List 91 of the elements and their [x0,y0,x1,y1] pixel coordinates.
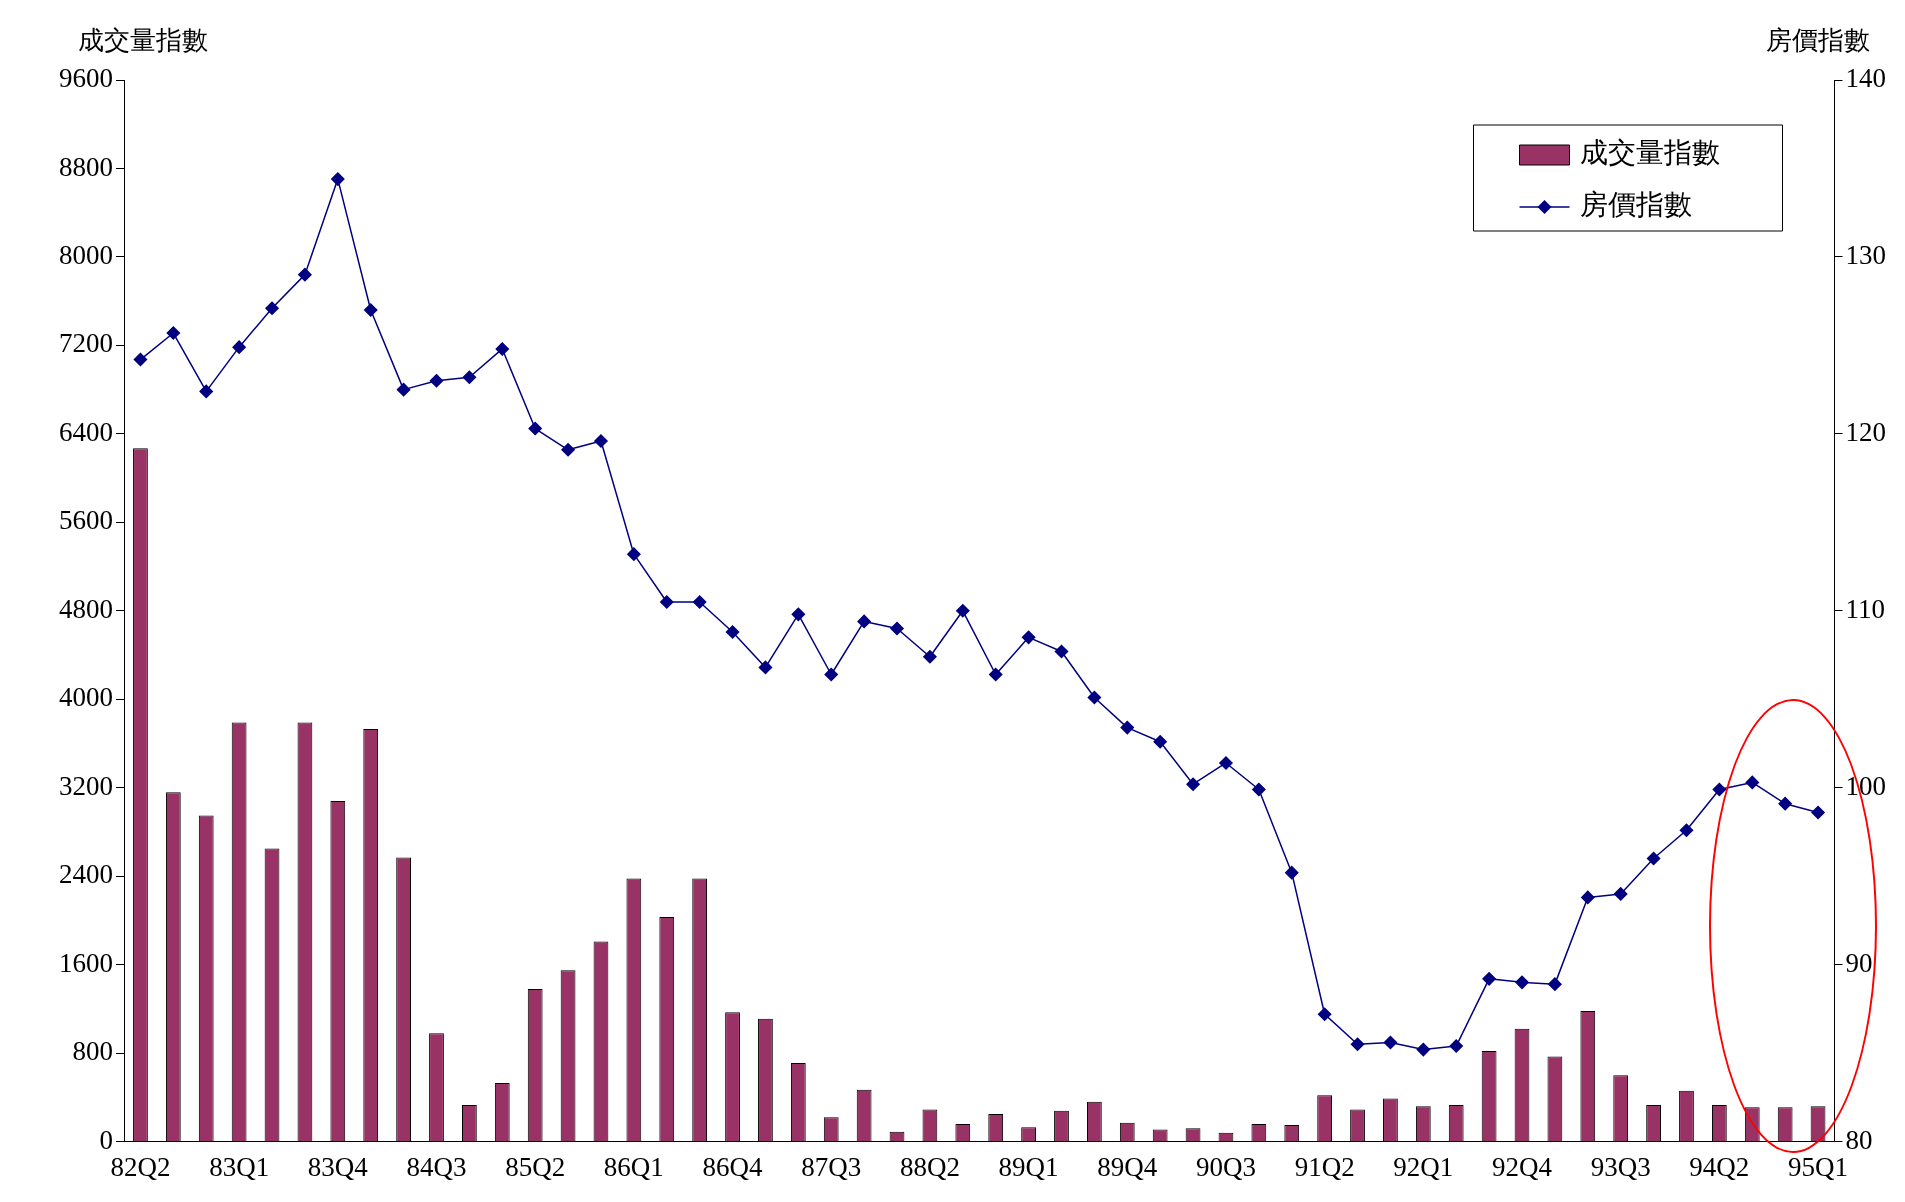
point [1120,720,1135,735]
point [758,660,773,675]
y2-tick-label: 90 [1845,947,1873,978]
point [1219,756,1233,770]
point [857,614,871,629]
y-axis-title: 成交量指數 [78,24,208,55]
point [1317,1007,1332,1021]
x-tick-label: 87Q3 [801,1151,862,1182]
point [1679,823,1694,837]
x-tick-label: 88Q2 [899,1151,960,1182]
point [1482,972,1496,986]
x-tick-label: 83Q1 [209,1151,270,1182]
y2-tick-label: 130 [1845,240,1886,271]
point [331,172,345,186]
y2-axis-title: 房價指數 [1766,24,1870,55]
point [1515,975,1529,990]
y2-tick-label: 110 [1845,593,1885,624]
point [1021,630,1036,645]
point [791,607,806,622]
y-tick-label: 5600 [59,505,113,536]
point [1350,1037,1365,1052]
point [988,667,1003,682]
point [956,604,970,618]
y-tick-label: 0 [99,1124,113,1155]
x-tick-label: 86Q1 [603,1151,664,1182]
x-tick-label: 89Q1 [998,1151,1059,1182]
point [725,625,740,639]
point [1186,777,1200,791]
point [1581,890,1595,905]
x-tick-label: 82Q2 [110,1151,171,1182]
point [462,370,477,384]
point [594,434,608,448]
legend-label: 成交量指數 [1579,136,1720,170]
x-tick-label: 94Q2 [1689,1151,1750,1182]
y-tick-label: 2400 [59,859,113,890]
point [265,301,279,315]
x-tick-label: 93Q3 [1590,1151,1651,1182]
point [495,342,510,356]
y-tick-label: 800 [72,1036,113,1067]
point [824,667,838,682]
point [1712,782,1727,797]
x-tick-label: 89Q4 [1097,1151,1158,1182]
point [561,443,575,457]
point [199,384,213,399]
point [1449,1039,1463,1053]
point [528,421,542,436]
x-tick-label: 85Q2 [505,1151,566,1182]
point [1284,865,1299,880]
point [1153,734,1167,749]
y2-tick-label: 140 [1845,63,1886,94]
y-tick-label: 4800 [59,593,113,624]
point [692,595,707,609]
point [133,352,148,367]
point [232,340,246,354]
point [1416,1042,1431,1057]
y-tick-label: 6400 [59,416,113,447]
y-tick-label: 1600 [59,947,113,978]
legend-label: 房價指數 [1579,188,1692,222]
x-tick-label: 90Q3 [1195,1151,1256,1182]
point [1745,775,1760,790]
point [890,621,904,636]
y-tick-label: 8000 [59,240,113,271]
point [1252,782,1266,797]
point [1811,805,1825,820]
point [298,267,312,282]
y-tick-label: 9600 [59,63,113,94]
point [1383,1035,1398,1050]
y-tick-label: 8800 [59,151,113,182]
point [396,382,411,397]
x-tick-label: 92Q1 [1393,1151,1454,1182]
y-tick-label: 4000 [59,682,113,713]
point [1054,644,1069,659]
point [1646,851,1661,866]
y-tick-label: 3200 [59,770,113,801]
x-tick-label: 91Q2 [1294,1151,1355,1182]
point [627,547,641,561]
point [1778,796,1792,811]
point [1613,887,1628,901]
x-tick-label: 83Q4 [307,1151,369,1182]
y-tick-label: 7200 [59,328,113,359]
point [923,650,937,664]
point [429,374,444,388]
y2-tick-label: 120 [1845,416,1886,447]
point [1548,977,1562,991]
x-tick-label: 86Q4 [702,1151,764,1182]
point [1087,690,1102,705]
x-tick-label: 84Q3 [406,1151,467,1182]
x-tick-label: 92Q4 [1492,1151,1553,1182]
point [660,595,674,609]
point [166,326,181,340]
point [363,303,378,317]
